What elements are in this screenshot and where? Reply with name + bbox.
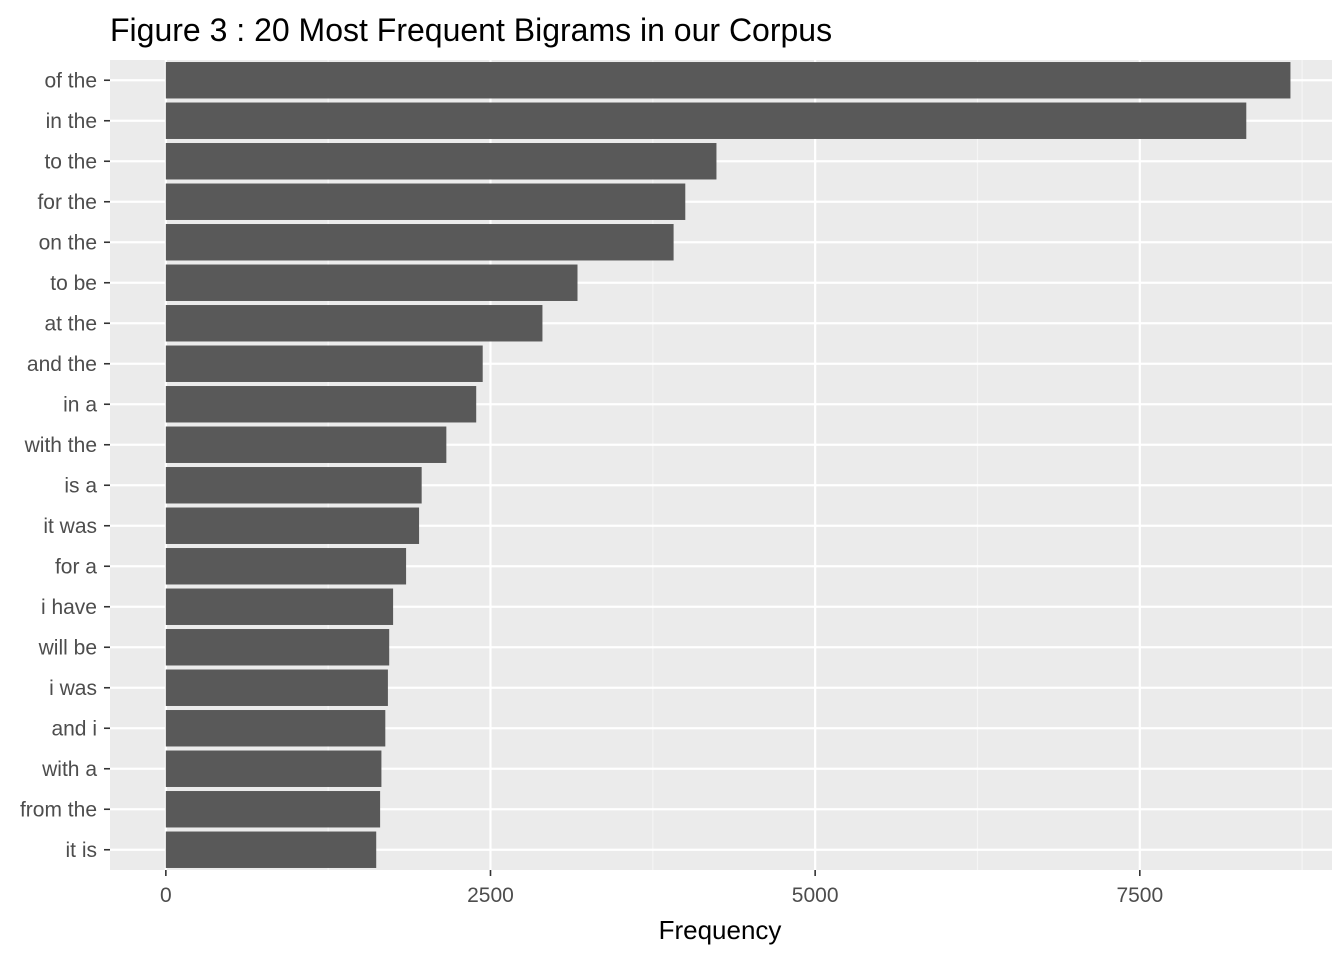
x-axis-title: Frequency [659,915,782,945]
bar [165,62,1291,99]
y-tick-label: will be [38,636,97,659]
bar [165,143,717,180]
y-tick-label: i was [49,677,97,700]
bar [165,548,407,585]
bar [165,224,674,261]
y-tick-label: for the [37,191,97,214]
x-tick-label: 5000 [792,884,839,907]
x-tick-label: 0 [160,884,172,907]
bar [165,831,377,868]
y-tick-label: and the [27,353,97,376]
x-axis: 0 2500 5000 7500 [160,870,1163,907]
y-tick-label: for a [55,555,97,578]
y-tick-label: with the [24,434,97,457]
bar [165,710,386,747]
y-tick-label: and i [51,717,97,740]
y-tick-label: from the [20,798,97,821]
bar [165,426,447,463]
chart-title: Figure 3 : 20 Most Frequent Bigrams in o… [110,12,832,48]
x-tick-label: 2500 [467,884,514,907]
y-tick-label: to be [50,272,97,295]
x-tick-label: 7500 [1116,884,1163,907]
bar [165,629,390,666]
y-tick-label: i have [41,596,97,619]
bar [165,791,381,828]
y-tick-label: to the [44,150,97,173]
bar [165,386,477,423]
y-tick-label: it is [66,839,98,862]
bar [165,345,483,382]
y-tick-label: at the [44,312,97,335]
y-tick-label: of the [44,69,97,92]
bar [165,507,420,544]
bar [165,467,422,504]
y-tick-label: it was [43,515,97,538]
bar [165,669,388,706]
y-tick-label: in a [63,393,97,416]
bar [165,183,686,220]
bar [165,588,394,625]
bar [165,305,543,342]
y-tick-label: is a [64,474,97,497]
bar [165,102,1247,139]
y-tick-label: with a [41,758,97,781]
y-tick-label: on the [39,231,97,254]
bar [165,750,382,787]
y-axis: of the in the to the for the on the to be at t… [20,69,110,862]
bar [165,264,578,301]
y-tick-label: in the [46,110,97,133]
bars [165,62,1291,868]
plot-panel [110,60,1332,870]
